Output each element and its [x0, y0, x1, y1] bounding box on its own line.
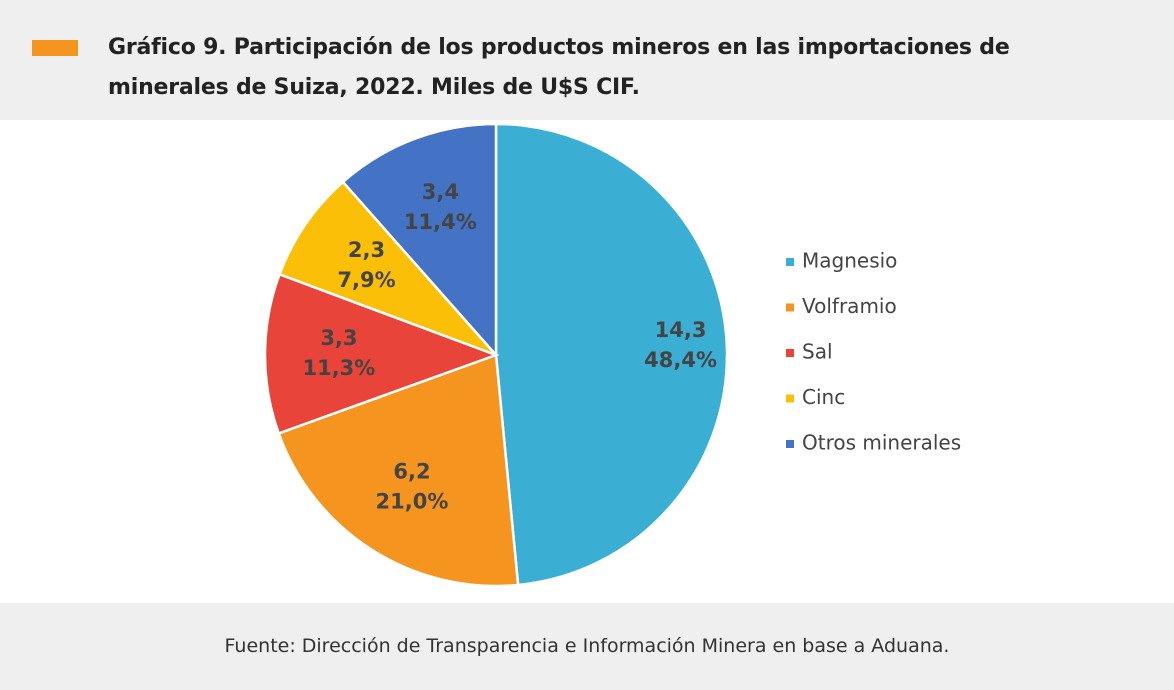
share-label: 21,0% — [376, 490, 449, 514]
source-note: Fuente: Dirección de Transparencia e Inf… — [224, 635, 950, 657]
value-label: 6,2 — [393, 460, 430, 484]
pie-slice — [341, 122, 498, 359]
value-label: 14,3 — [655, 318, 707, 342]
pie-slice — [277, 180, 497, 357]
pie-slice — [494, 122, 729, 587]
legend-label: Magnesio — [802, 249, 897, 273]
pie-slice — [263, 272, 500, 435]
legend-swatch — [786, 394, 794, 403]
legend-label: Volframio — [802, 294, 897, 318]
legend-swatch — [786, 303, 794, 312]
share-label: 11,4% — [404, 210, 477, 234]
legend-label: Otros minerales — [802, 431, 961, 455]
legend-swatch — [786, 440, 794, 448]
chart-title: Gráfico 9. Participación de los producto… — [108, 35, 1010, 100]
legend-swatch — [786, 349, 794, 357]
share-label: 7,9% — [337, 268, 395, 292]
share-label: 48,4% — [644, 348, 717, 372]
title-marker — [32, 40, 78, 56]
share-label: 11,3% — [302, 356, 375, 380]
chart: 14,3 48,4% 6,2 21,0% 3,3 11,3% 2,3 7,9% 3,4 11,4%… — [263, 122, 961, 588]
footer: Fuente: Dirección de Transparencia e Inf… — [0, 603, 1174, 690]
header: Gráfico 9. Participación de los producto… — [0, 0, 1174, 120]
value-label: 3,3 — [320, 326, 357, 350]
legend-label: Cinc — [802, 385, 845, 409]
legend-label: Sal — [802, 340, 833, 364]
value-label: 2,3 — [348, 238, 385, 262]
legend-swatch — [786, 258, 794, 266]
value-label: 3,4 — [422, 180, 459, 204]
